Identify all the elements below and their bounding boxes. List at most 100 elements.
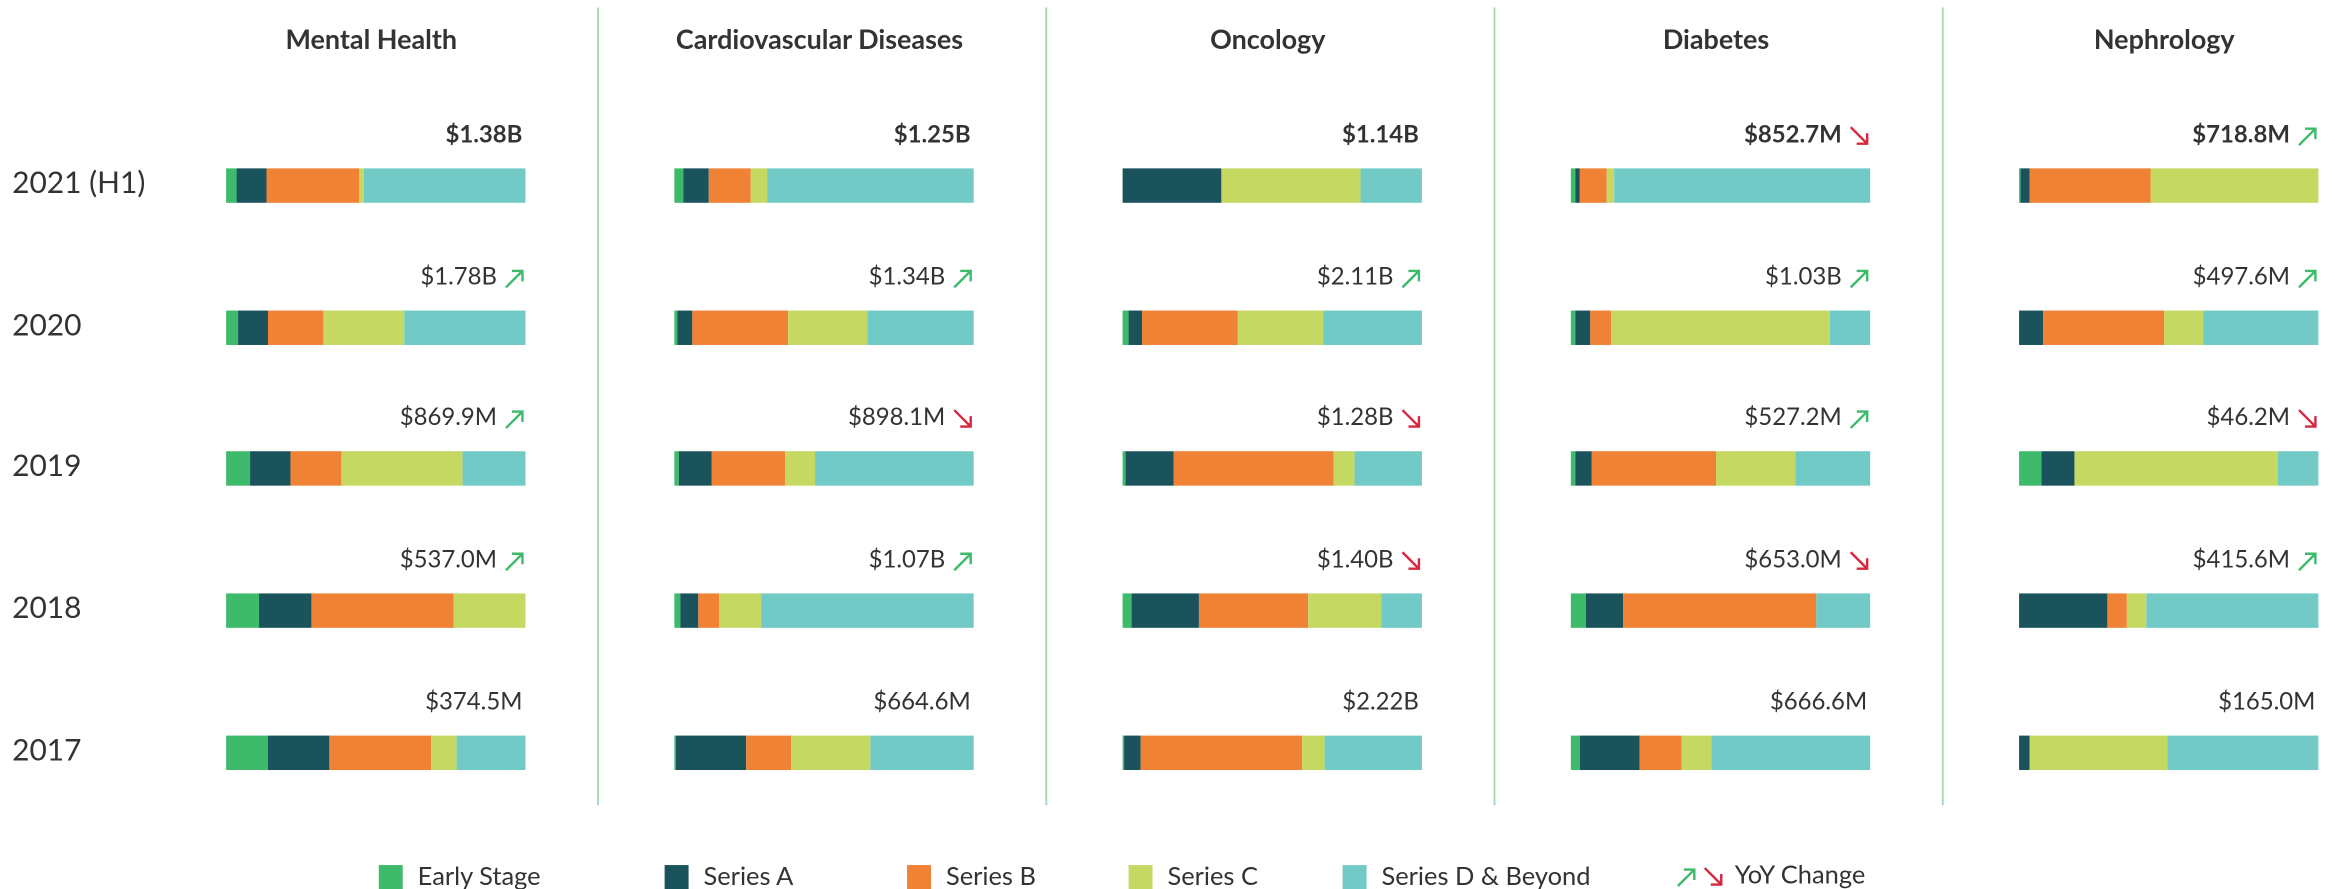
bar-segment	[1606, 168, 1615, 203]
bar-segment	[674, 451, 679, 486]
bar-segment	[1125, 451, 1174, 486]
total-label: $664.6M	[873, 686, 970, 715]
bar-segment	[1122, 451, 1126, 486]
panel-title: Diabetes	[1663, 22, 1769, 55]
bar-segment	[1221, 168, 1361, 203]
bar-segment	[1579, 735, 1640, 771]
bar-segment	[677, 310, 693, 345]
bar-segment	[1308, 593, 1382, 628]
panel-title: Oncology	[1210, 22, 1326, 55]
bar-segment	[1795, 451, 1871, 486]
yoy-arrow	[2298, 269, 2317, 289]
bar-segment	[2126, 593, 2147, 628]
bar-segment	[341, 451, 463, 486]
total-label: $666.6M	[1770, 686, 1867, 715]
bar-segment	[1302, 735, 1325, 771]
bar-segment	[311, 593, 454, 628]
total-label: $1.40B	[1317, 544, 1394, 573]
legend-arrow	[1703, 867, 1723, 886]
total-label: $653.0M	[1744, 544, 1841, 573]
total-label: $46.2M	[2207, 402, 2290, 431]
yoy-arrow	[1401, 269, 1421, 289]
bar-segment	[1590, 310, 1612, 345]
yoy-arrow	[953, 269, 972, 289]
bar-segment	[1333, 451, 1355, 486]
total-label: $415.6M	[2193, 544, 2290, 573]
bar-segment	[226, 451, 251, 486]
bar-segment	[1173, 451, 1334, 486]
bar-segment	[456, 735, 526, 771]
total-label: $898.1M	[848, 402, 945, 431]
legend-swatch	[1128, 865, 1153, 889]
bar-segment	[259, 593, 312, 628]
bar-segment	[404, 310, 526, 345]
yoy-arrow	[1401, 551, 1421, 570]
bar-segment	[329, 735, 432, 771]
bar-segment	[2029, 168, 2151, 203]
legend-arrow	[1677, 868, 1696, 887]
bar-segment	[2074, 451, 2279, 486]
bar-segment	[1323, 310, 1422, 345]
yoy-arrow	[2298, 552, 2317, 572]
legend-label: Series D & Beyond	[1382, 861, 1591, 889]
year-label: 2018	[12, 589, 81, 625]
bar-segment	[675, 735, 747, 771]
bar-segment	[2029, 735, 2168, 771]
bar-segment	[674, 168, 684, 203]
bar-segment	[2150, 168, 2319, 203]
bar-segment	[323, 310, 405, 345]
bar-segment	[1639, 735, 1682, 771]
bar-segment	[746, 735, 792, 771]
bar-segment	[2019, 735, 2030, 771]
total-label: $1.34B	[869, 261, 946, 290]
bar-segment	[870, 735, 974, 771]
total-label: $537.0M	[400, 544, 497, 573]
total-label: $852.7M	[1744, 119, 1842, 148]
bar-segment	[1381, 593, 1422, 628]
total-label: $2.11B	[1317, 261, 1394, 290]
total-label: $497.6M	[2193, 261, 2290, 290]
bar-segment	[1198, 593, 1309, 628]
bar-segment	[1354, 451, 1422, 486]
total-label: $527.2M	[1744, 402, 1841, 431]
bar-segment	[290, 451, 342, 486]
total-label: $1.78B	[420, 261, 497, 290]
total-label: $1.28B	[1317, 402, 1394, 431]
total-label: $1.07B	[869, 544, 946, 573]
legend-swatch	[1342, 865, 1367, 889]
total-label: $1.14B	[1342, 119, 1419, 148]
bar-segment	[1324, 735, 1422, 771]
bar-segment	[708, 168, 751, 203]
bar-segment	[1360, 168, 1422, 203]
legend-label: Series B	[946, 861, 1036, 889]
bar-segment	[674, 310, 678, 345]
bar-segment	[1570, 168, 1576, 203]
yoy-arrow	[953, 552, 972, 572]
bar-segment	[2019, 451, 2042, 486]
bar-segment	[2164, 310, 2204, 345]
bar-segment	[1575, 451, 1592, 486]
bar-segment	[815, 451, 974, 486]
bar-segment	[462, 451, 526, 486]
bar-segment	[1681, 735, 1712, 771]
bar-segment	[2020, 168, 2030, 203]
bar-segment	[1614, 168, 1871, 203]
yoy-arrow	[505, 410, 524, 429]
bar-segment	[226, 168, 237, 203]
bar-segment	[1575, 310, 1591, 345]
bar-segment	[1570, 451, 1576, 486]
bar-segment	[1585, 593, 1624, 628]
bar-segment	[719, 593, 762, 628]
total-label: $2.22B	[1342, 686, 1419, 715]
yoy-arrow	[1849, 126, 1869, 145]
bar-segment	[266, 168, 360, 203]
legend-label: Series C	[1168, 861, 1258, 889]
yoy-arrow	[2298, 127, 2317, 147]
yoy-arrow	[2298, 409, 2317, 428]
legend-label: Early Stage	[418, 861, 541, 889]
bar-segment	[1591, 451, 1717, 486]
bar-segment	[761, 593, 974, 628]
bar-segment	[1579, 168, 1607, 203]
bar-segment	[1611, 310, 1830, 345]
